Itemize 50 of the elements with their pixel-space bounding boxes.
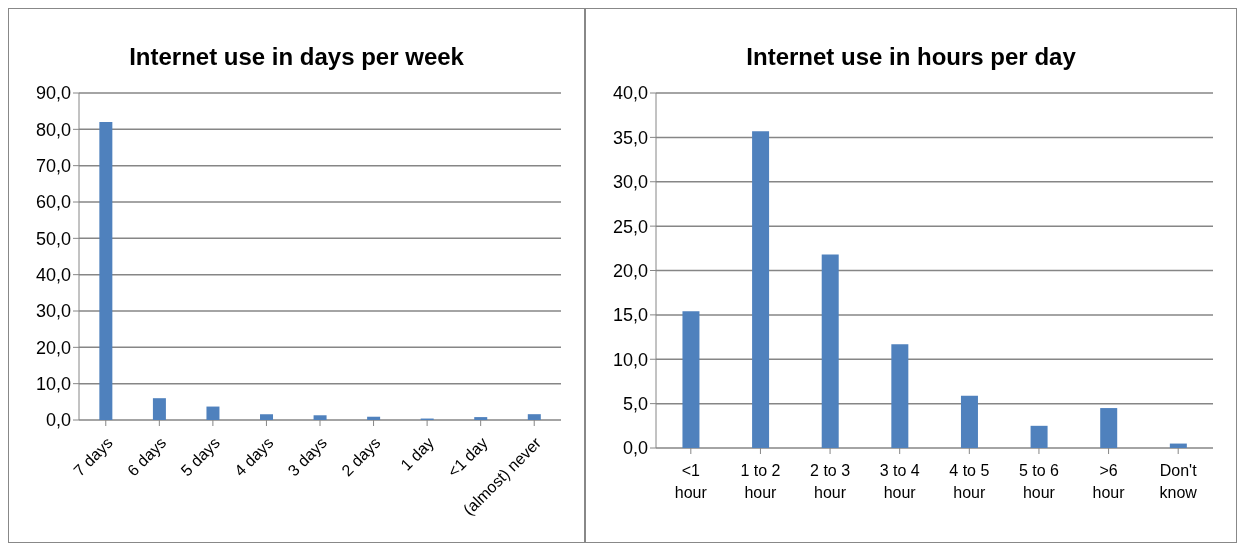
y-tick-label: 0,0: [45, 410, 71, 431]
bar: [961, 395, 979, 448]
x-tick-label: 7 days: [70, 434, 116, 480]
x-tick-label: 2 to 3 hour: [810, 462, 851, 501]
y-tick-label: 10,0: [35, 374, 71, 395]
bar: [891, 344, 909, 448]
bar: [260, 414, 274, 420]
bar: [682, 311, 700, 448]
y-tick-label: 40,0: [613, 83, 649, 104]
y-tick-label: 20,0: [613, 260, 649, 281]
y-tick-label: 30,0: [613, 172, 649, 193]
y-tick-label: 20,0: [35, 337, 71, 358]
y-tick-label: 90,0: [35, 83, 71, 104]
y-tick-label: 60,0: [35, 192, 71, 213]
x-tick-label: >6 hour: [1092, 462, 1126, 501]
bar: [99, 122, 113, 420]
bar: [206, 406, 220, 420]
x-tick-label: <1 hour: [674, 462, 708, 501]
bar: [152, 398, 166, 420]
y-tick-label: 0,0: [623, 438, 649, 459]
y-tick-label: 10,0: [613, 349, 649, 370]
y-tick-label: 40,0: [35, 265, 71, 286]
y-tick-label: 80,0: [35, 119, 71, 140]
bar: [1030, 425, 1048, 448]
bar: [1100, 408, 1118, 448]
bar: [367, 416, 381, 420]
bar: [313, 415, 327, 420]
x-tick-label: 3 days: [284, 434, 331, 480]
x-tick-label: 1 to 2 hour: [740, 462, 781, 501]
x-tick-label: 5 to 6 hour: [1018, 462, 1060, 501]
x-tick-label: 4 to 5 hour: [949, 462, 990, 501]
x-tick-label: 1 day: [397, 434, 438, 474]
bar: [527, 414, 541, 420]
bar: [752, 131, 770, 448]
y-tick-label: 50,0: [35, 228, 71, 249]
x-tick-label: 5 days: [177, 434, 223, 480]
y-tick-label: 5,0: [623, 394, 649, 415]
y-tick-label: 35,0: [613, 127, 649, 148]
y-tick-label: 15,0: [613, 305, 649, 326]
y-tick-label: 30,0: [35, 301, 71, 322]
y-tick-label: 25,0: [613, 216, 649, 237]
x-tick-label: 3 to 4 hour: [879, 462, 920, 501]
bar: [474, 417, 488, 420]
x-tick-label: 6 days: [124, 434, 170, 480]
bar: [1169, 443, 1187, 448]
chart-title: Internet use in hours per day: [745, 43, 1077, 72]
x-tick-label: Don't know: [1159, 462, 1198, 501]
bar: [821, 254, 839, 448]
y-tick-label: 70,0: [35, 156, 71, 177]
chart-title: Internet use in days per week: [128, 43, 465, 72]
